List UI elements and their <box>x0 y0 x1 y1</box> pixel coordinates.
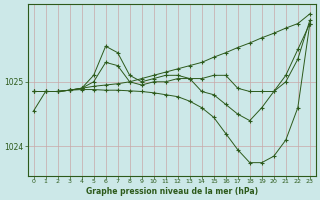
X-axis label: Graphe pression niveau de la mer (hPa): Graphe pression niveau de la mer (hPa) <box>86 187 258 196</box>
